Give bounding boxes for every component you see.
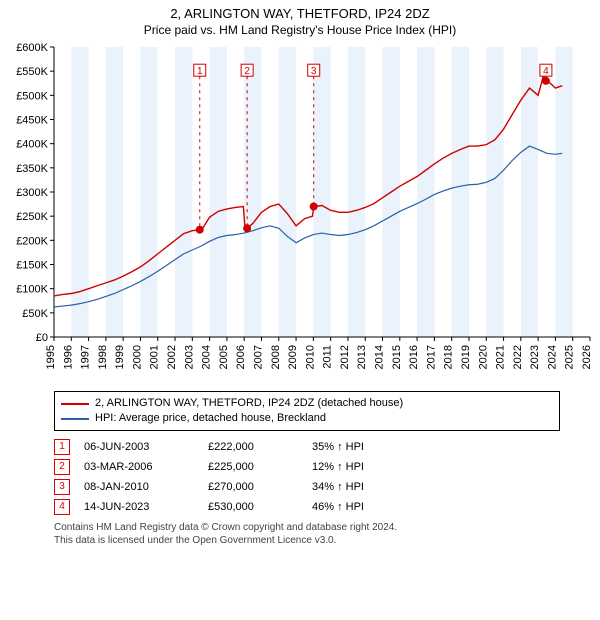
svg-text:2004: 2004 [201, 345, 213, 369]
svg-text:2010: 2010 [304, 345, 316, 369]
datapoint-price: £530,000 [208, 497, 298, 517]
svg-text:£200K: £200K [16, 235, 48, 247]
svg-text:£300K: £300K [16, 187, 48, 199]
svg-text:2022: 2022 [512, 345, 524, 369]
svg-text:2014: 2014 [374, 345, 386, 369]
footer-line2: This data is licensed under the Open Gov… [54, 534, 560, 547]
svg-text:2021: 2021 [495, 345, 507, 369]
datapoint-pct: 46% ↑ HPI [312, 497, 432, 517]
svg-text:2003: 2003 [183, 345, 195, 369]
datapoint-pct: 12% ↑ HPI [312, 457, 432, 477]
svg-text:£500K: £500K [16, 90, 48, 102]
datapoint-marker: 3 [54, 479, 70, 495]
svg-text:1998: 1998 [97, 345, 109, 369]
legend-swatch [61, 418, 89, 420]
datapoint-pct: 34% ↑ HPI [312, 477, 432, 497]
svg-text:2012: 2012 [339, 345, 351, 369]
svg-text:2026: 2026 [581, 345, 593, 369]
svg-text:2000: 2000 [131, 345, 143, 369]
datapoint-marker: 4 [54, 499, 70, 515]
svg-text:2015: 2015 [391, 345, 403, 369]
legend-swatch [61, 403, 89, 405]
svg-text:2018: 2018 [443, 345, 455, 369]
datapoint-row: 3 08-JAN-2010 £270,000 34% ↑ HPI [54, 477, 560, 497]
datapoint-date: 14-JUN-2023 [84, 497, 194, 517]
page-title: 2, ARLINGTON WAY, THETFORD, IP24 2DZ [0, 0, 600, 21]
page-subtitle: Price paid vs. HM Land Registry's House … [0, 21, 600, 37]
svg-text:£0: £0 [36, 332, 48, 344]
legend-item: 2, ARLINGTON WAY, THETFORD, IP24 2DZ (de… [61, 396, 553, 411]
svg-text:2007: 2007 [252, 345, 264, 369]
svg-text:2001: 2001 [149, 345, 161, 369]
datapoint-marker: 2 [54, 459, 70, 475]
svg-text:2: 2 [244, 66, 250, 77]
svg-text:2013: 2013 [356, 345, 368, 369]
datapoint-date: 08-JAN-2010 [84, 477, 194, 497]
svg-text:£450K: £450K [16, 115, 48, 127]
svg-text:2025: 2025 [564, 345, 576, 369]
legend-label: HPI: Average price, detached house, Brec… [95, 411, 326, 426]
datapoint-date: 06-JUN-2003 [84, 437, 194, 457]
datapoint-date: 03-MAR-2006 [84, 457, 194, 477]
chart-legend: 2, ARLINGTON WAY, THETFORD, IP24 2DZ (de… [54, 391, 560, 431]
svg-text:£400K: £400K [16, 139, 48, 151]
datapoint-price: £222,000 [208, 437, 298, 457]
svg-text:£100K: £100K [16, 284, 48, 296]
svg-text:2017: 2017 [425, 345, 437, 369]
footer-line1: Contains HM Land Registry data © Crown c… [54, 521, 560, 534]
svg-text:£50K: £50K [22, 308, 48, 320]
svg-text:1996: 1996 [62, 345, 74, 369]
datapoint-marker: 1 [54, 439, 70, 455]
svg-text:2020: 2020 [477, 345, 489, 369]
svg-text:2008: 2008 [270, 345, 282, 369]
datapoint-pct: 35% ↑ HPI [312, 437, 432, 457]
svg-text:2024: 2024 [546, 345, 558, 369]
svg-text:2016: 2016 [408, 345, 420, 369]
price-chart: £0 £50K £100K £150K £200K £250K £300K £350K £400… [0, 37, 600, 387]
svg-text:4: 4 [543, 66, 549, 77]
svg-text:2002: 2002 [166, 345, 178, 369]
svg-text:2019: 2019 [460, 345, 472, 369]
svg-text:£550K: £550K [16, 66, 48, 78]
svg-text:2005: 2005 [218, 345, 230, 369]
svg-text:2006: 2006 [235, 345, 247, 369]
legend-item: HPI: Average price, detached house, Brec… [61, 411, 553, 426]
legend-label: 2, ARLINGTON WAY, THETFORD, IP24 2DZ (de… [95, 396, 403, 411]
footer-attribution: Contains HM Land Registry data © Crown c… [54, 521, 560, 547]
datapoint-row: 1 06-JUN-2003 £222,000 35% ↑ HPI [54, 437, 560, 457]
datapoint-row: 2 03-MAR-2006 £225,000 12% ↑ HPI [54, 457, 560, 477]
datapoints-table: 1 06-JUN-2003 £222,000 35% ↑ HPI 2 03-MAR-200… [54, 437, 560, 517]
svg-text:1997: 1997 [80, 345, 92, 369]
svg-text:3: 3 [311, 66, 317, 77]
datapoint-price: £270,000 [208, 477, 298, 497]
svg-text:£250K: £250K [16, 211, 48, 223]
svg-text:1995: 1995 [45, 345, 57, 369]
svg-text:£350K: £350K [16, 163, 48, 175]
svg-text:1: 1 [197, 66, 203, 77]
svg-text:2009: 2009 [287, 345, 299, 369]
svg-text:£600K: £600K [16, 42, 48, 54]
svg-text:2011: 2011 [322, 345, 334, 369]
datapoint-row: 4 14-JUN-2023 £530,000 46% ↑ HPI [54, 497, 560, 517]
svg-text:1999: 1999 [114, 345, 126, 369]
svg-text:2023: 2023 [529, 345, 541, 369]
svg-text:£150K: £150K [16, 260, 48, 272]
datapoint-price: £225,000 [208, 457, 298, 477]
